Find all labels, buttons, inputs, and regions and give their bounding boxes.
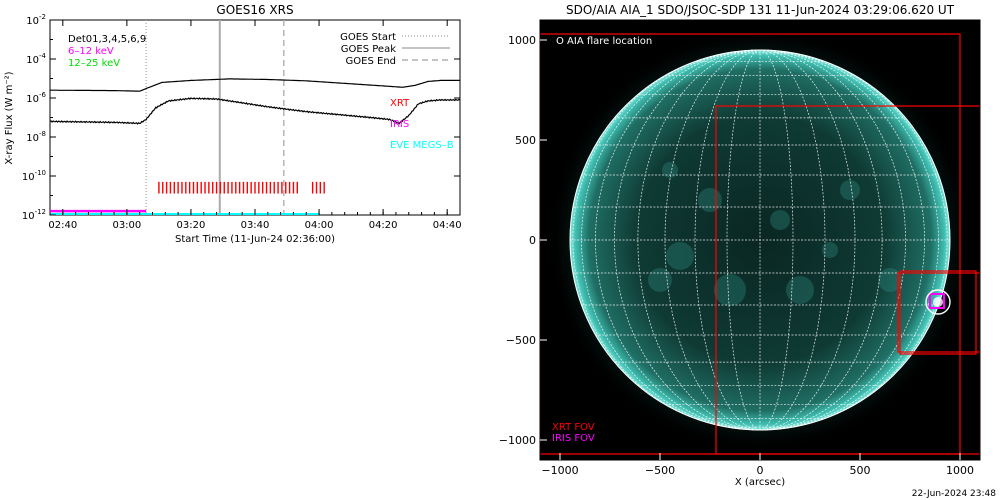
goes-x-tick-label: 04:00 xyxy=(305,220,334,231)
longitude-line xyxy=(726,49,761,431)
solar-feature xyxy=(786,276,814,304)
goes-instrument-label: XRT xyxy=(390,98,410,109)
goes-ylabel: X-ray Flux (W m⁻²) xyxy=(4,71,15,164)
solar-feature xyxy=(840,180,860,200)
solar-feature xyxy=(878,268,902,292)
goes-x-tick-label: 04:40 xyxy=(433,220,462,231)
solar-feature xyxy=(666,242,694,270)
aia-x-tick-label: 500 xyxy=(850,464,871,477)
goes-y-tick-label: 10-8 xyxy=(26,130,46,144)
goes-instrument-label: EVE MEGS–B xyxy=(390,140,454,151)
goes-x-tick-label: 03:40 xyxy=(241,220,270,231)
goes-y-tick-label: 10-10 xyxy=(22,169,46,183)
longitude-line xyxy=(595,49,761,431)
aia-y-tick-label: −1000 xyxy=(499,434,536,447)
aia-y-tick-label: −500 xyxy=(506,334,536,347)
longitude-line xyxy=(759,49,794,431)
solar-feature xyxy=(648,268,672,292)
footer-date: 22-Jun-2024 23:48 xyxy=(912,489,996,499)
iris-fov xyxy=(929,293,945,309)
goes-y-tick-label: 10-12 xyxy=(22,208,46,222)
xrt-fov-large-2 xyxy=(715,105,980,455)
goes-legend-label: GOES Start xyxy=(340,32,396,43)
goes-x-tick-label: 02:40 xyxy=(48,220,77,231)
goes-legend-label: GOES End xyxy=(346,56,396,67)
goes-x-tick-label: 03:00 xyxy=(112,220,141,231)
goes-series-long xyxy=(50,78,460,92)
goes-y-tick-label: 10-2 xyxy=(26,13,46,27)
solar-feature xyxy=(770,210,790,230)
aia-title: SDO/AIA AIA_1 SDO/JSOC-SDP 131 11-Jun-20… xyxy=(566,3,955,17)
longitude-line xyxy=(759,49,948,431)
aia-x-tick-label: −500 xyxy=(645,464,675,477)
goes-series-short xyxy=(50,97,460,125)
aia-x-tick-label: −1000 xyxy=(541,464,578,477)
solar-feature xyxy=(662,162,678,178)
goes-legend-left-label: 12–25 keV xyxy=(68,58,120,69)
goes-instrument-label: IRIS xyxy=(390,119,409,130)
goes-legend-label: GOES Peak xyxy=(341,44,396,55)
aia-y-tick-label: 500 xyxy=(515,134,536,147)
goes-chart-title: GOES16 XRS xyxy=(216,3,293,17)
longitude-line xyxy=(572,49,761,431)
solar-feature xyxy=(698,188,722,212)
longitude-line xyxy=(694,49,761,431)
longitude-line xyxy=(664,49,761,431)
aia-flare-legend: O AIA flare location xyxy=(556,36,652,47)
solar-feature xyxy=(714,274,746,306)
goes-legend-left-label: Det01,3,4,5,6,9 xyxy=(68,34,146,45)
aia-x-tick-label: 1000 xyxy=(946,464,974,477)
flare-location-circle xyxy=(925,289,951,315)
xrt-fov-small-2 xyxy=(899,270,977,355)
aia-fov-label: IRIS FOV xyxy=(552,433,595,444)
goes-x-tick-label: 03:20 xyxy=(177,220,206,231)
solar-feature xyxy=(822,242,838,258)
goes-y-tick-label: 10-6 xyxy=(26,91,46,105)
goes-y-tick-label: 10-4 xyxy=(26,52,46,66)
longitude-line xyxy=(759,49,925,431)
aia-x-tick-label: 0 xyxy=(757,464,764,477)
solar-limb xyxy=(569,49,951,431)
aia-y-tick-label: 0 xyxy=(529,234,536,247)
goes-legend-left-label: 6–12 keV xyxy=(68,46,114,57)
xrt-fov-small-1 xyxy=(897,272,980,353)
aia-y-tick-label: 1000 xyxy=(508,34,536,47)
goes-x-tick-label: 04:20 xyxy=(369,220,398,231)
goes-xlabel: Start Time (11-Jun-24 02:36:00) xyxy=(175,234,335,245)
longitude-line xyxy=(759,49,856,431)
aia-fov-label: XRT FOV xyxy=(552,422,595,433)
longitude-line xyxy=(759,49,826,431)
aia-xlabel: X (arcsec) xyxy=(735,477,785,488)
flare-brightening xyxy=(933,297,943,307)
heliographic-grid xyxy=(570,49,950,431)
